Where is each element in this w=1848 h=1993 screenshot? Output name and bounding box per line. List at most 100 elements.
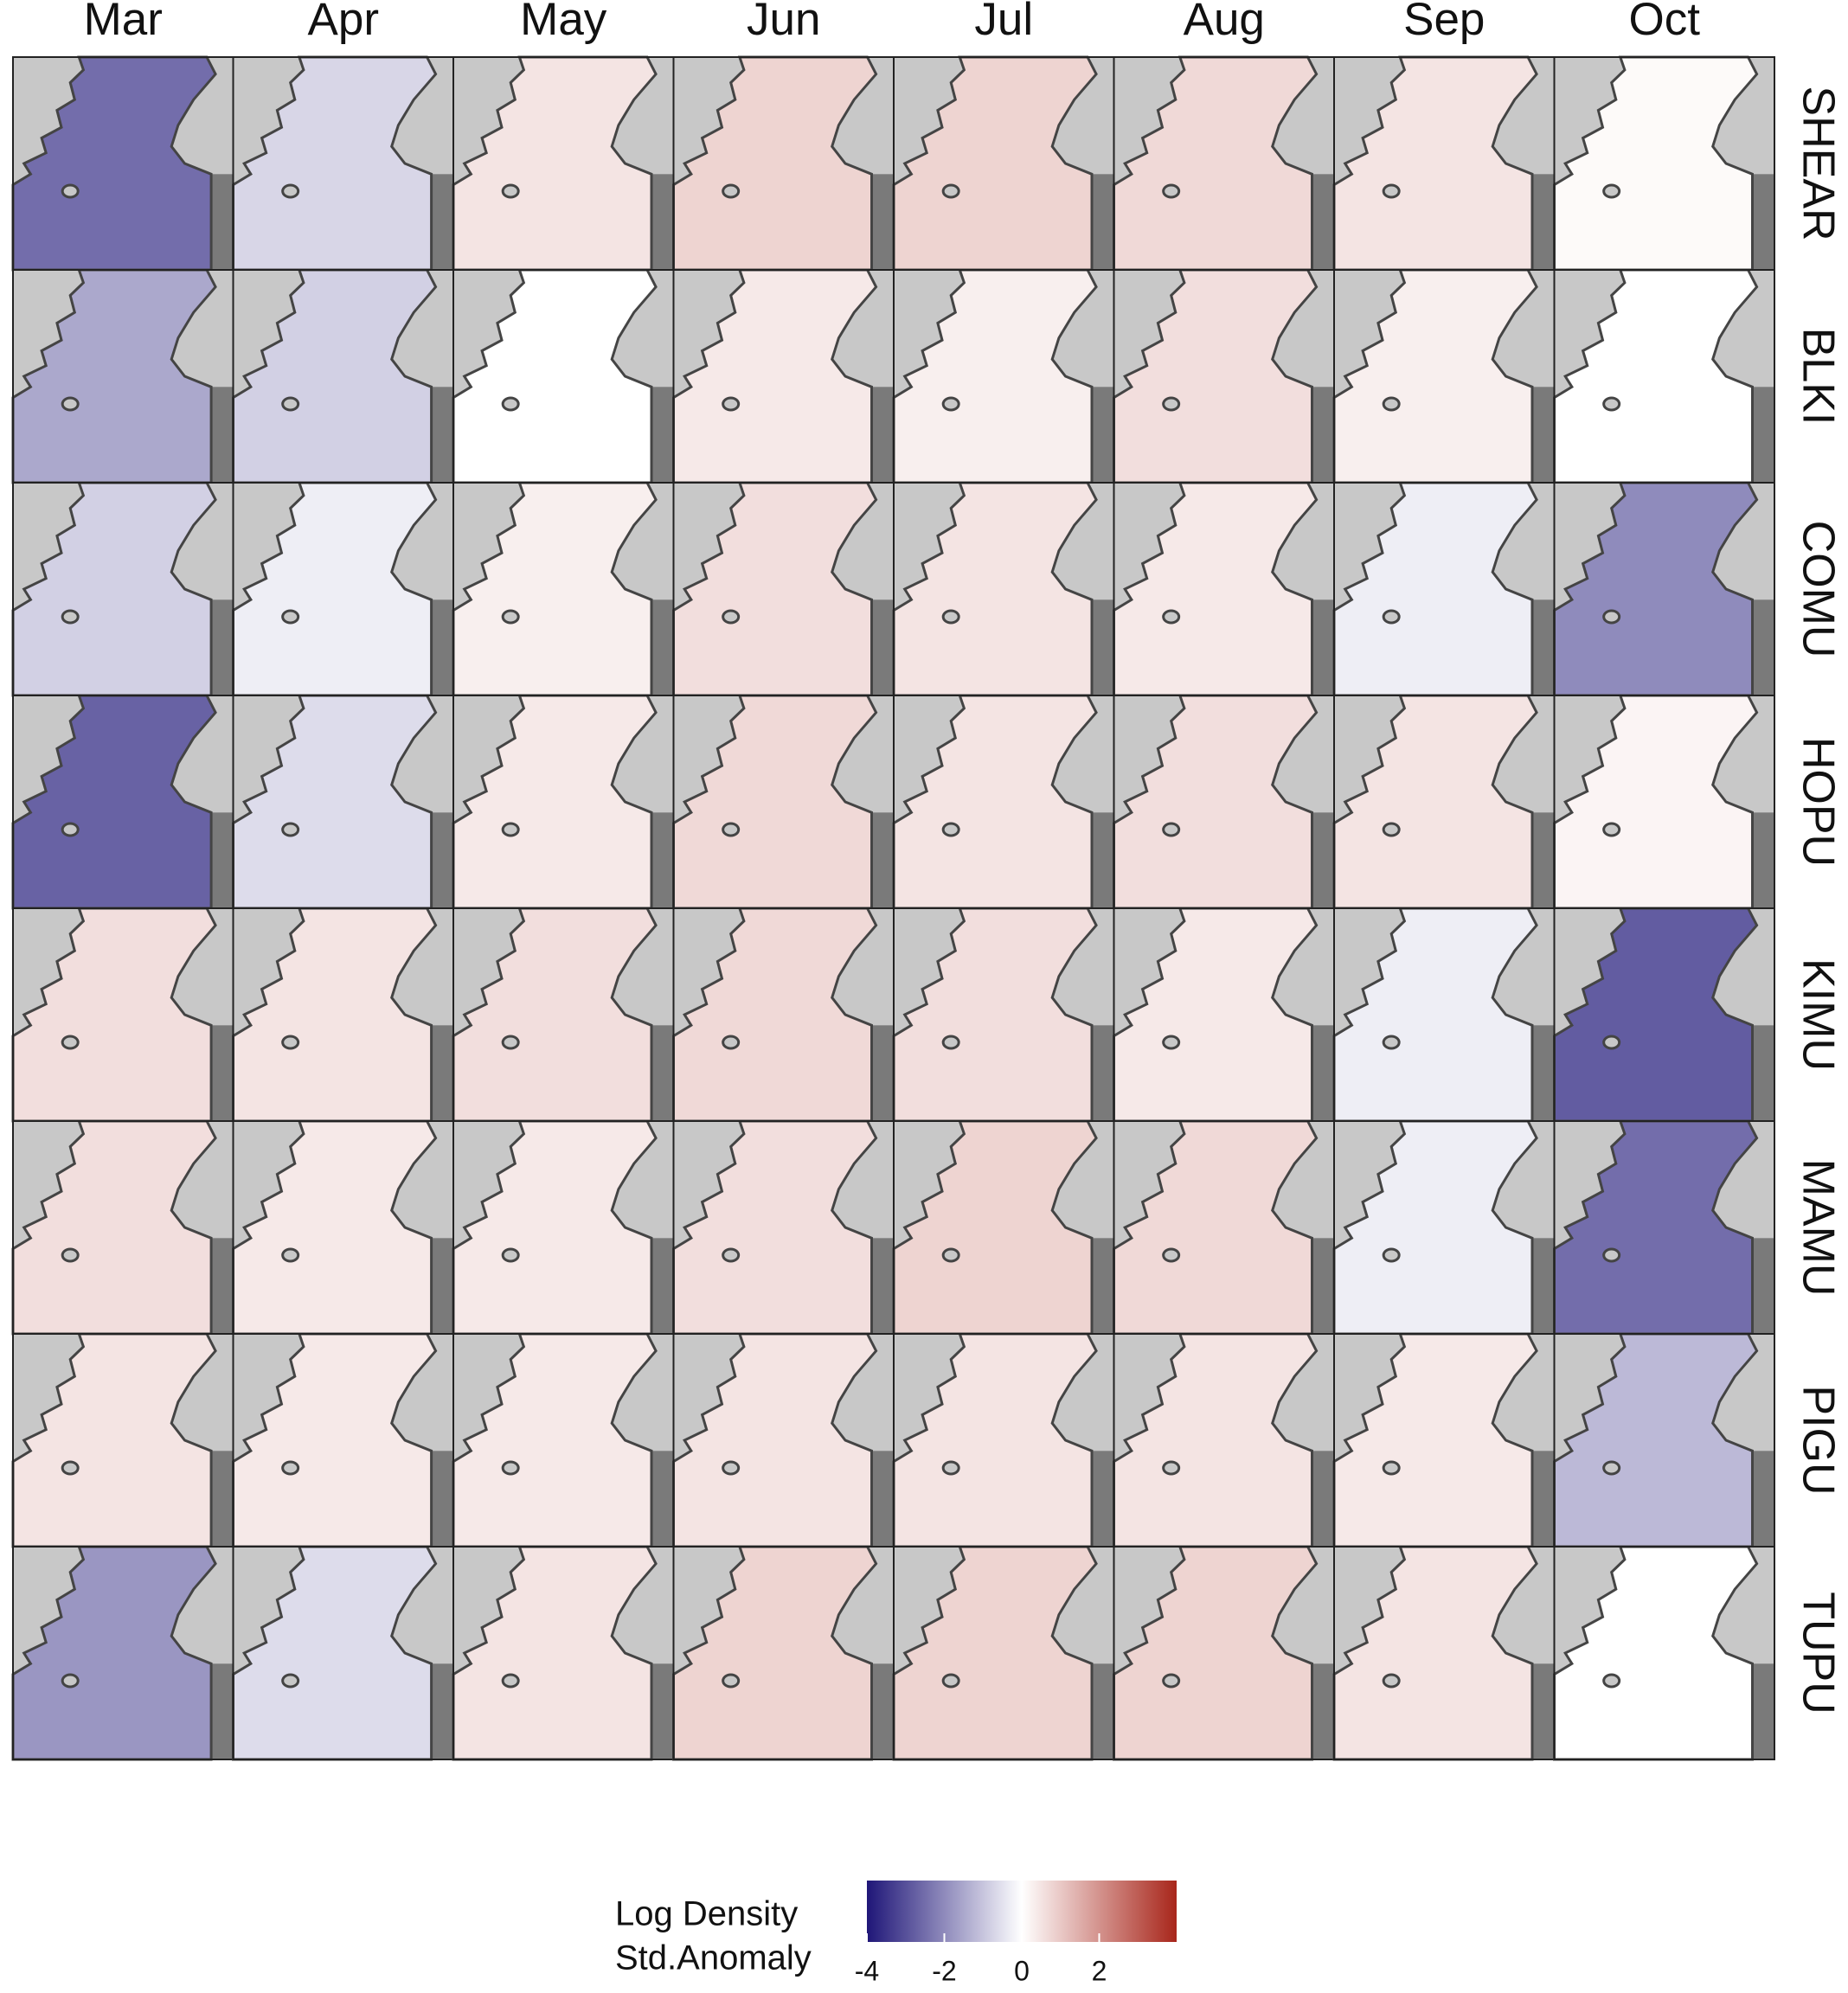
land-edge [871, 1238, 894, 1334]
island [501, 396, 520, 412]
land-edge [431, 1238, 453, 1334]
island [1602, 183, 1621, 199]
land-edge [1092, 1238, 1114, 1334]
island [61, 1247, 80, 1263]
land-edge [1092, 387, 1114, 483]
land-edge [431, 1025, 453, 1121]
land-edge [871, 1025, 894, 1121]
colorbar-tick-label: 0 [1014, 1955, 1030, 1986]
land-edge [871, 1451, 894, 1547]
island [61, 183, 80, 199]
land-edge [871, 1663, 894, 1759]
land-edge [651, 812, 674, 908]
land-edge [651, 599, 674, 695]
island [501, 1673, 520, 1689]
island [281, 822, 300, 837]
island [281, 609, 300, 625]
row-label: HOPU [1793, 737, 1843, 867]
land-edge [211, 812, 234, 908]
island [1162, 1035, 1181, 1050]
island [722, 183, 741, 199]
land-edge [1092, 1025, 1114, 1121]
island [501, 1247, 520, 1263]
island [941, 1673, 960, 1689]
legend-title: Log Density [615, 1895, 798, 1933]
island [281, 183, 300, 199]
land-edge [871, 174, 894, 270]
island [941, 183, 960, 199]
island [61, 1673, 80, 1689]
land-edge [651, 1663, 674, 1759]
land-edge [1532, 174, 1555, 270]
land-edge [431, 1451, 453, 1547]
island [1602, 1460, 1621, 1476]
island [941, 396, 960, 412]
land-edge [1532, 1663, 1555, 1759]
row-label: COMU [1793, 521, 1843, 658]
land-edge [211, 599, 234, 695]
island [61, 396, 80, 412]
island [941, 822, 960, 837]
land-edge [1752, 1451, 1774, 1547]
land-edge [871, 812, 894, 908]
island [1382, 1460, 1401, 1476]
island [281, 1673, 300, 1689]
land-edge [1752, 1663, 1774, 1759]
land-edge [871, 387, 894, 483]
land-edge [871, 599, 894, 695]
column-header: Mar [84, 0, 163, 45]
island [281, 1247, 300, 1263]
island [501, 1460, 520, 1476]
land-edge [1532, 1025, 1555, 1121]
island [722, 1460, 741, 1476]
panel-border [1553, 1546, 1775, 1760]
land-edge [1312, 1663, 1334, 1759]
column-header: Jul [974, 0, 1033, 45]
island [1382, 183, 1401, 199]
land-edge [1532, 1451, 1555, 1547]
island [1602, 822, 1621, 837]
island [941, 1035, 960, 1050]
land-edge [1752, 1025, 1774, 1121]
island [1602, 396, 1621, 412]
land-edge [1532, 1238, 1555, 1334]
island [501, 822, 520, 837]
island [1162, 822, 1181, 837]
row-label: TUPU [1793, 1592, 1843, 1714]
island [1382, 1035, 1401, 1050]
island [1382, 1247, 1401, 1263]
island [722, 396, 741, 412]
island [1602, 609, 1621, 625]
column-header: Apr [308, 0, 379, 45]
land-edge [1312, 812, 1334, 908]
island [61, 609, 80, 625]
island [1602, 1247, 1621, 1263]
land-edge [211, 1451, 234, 1547]
island [722, 1035, 741, 1050]
island [501, 609, 520, 625]
column-header: Sep [1403, 0, 1485, 45]
land-edge [211, 1025, 234, 1121]
island [722, 822, 741, 837]
land-edge [651, 174, 674, 270]
land-edge [1752, 174, 1774, 270]
colorbar-tick-label: -2 [932, 1955, 956, 1986]
land-edge [1312, 1238, 1334, 1334]
land-edge [1092, 812, 1114, 908]
land-edge [211, 1238, 234, 1334]
land-edge [431, 1663, 453, 1759]
island [1162, 609, 1181, 625]
row-label: PIGU [1793, 1385, 1843, 1495]
land-edge [431, 174, 453, 270]
island [281, 1035, 300, 1050]
legend-title: Std.Anomaly [615, 1939, 812, 1977]
island [1602, 1035, 1621, 1050]
land-edge [1092, 174, 1114, 270]
island [1382, 822, 1401, 837]
land-edge [1312, 1025, 1334, 1121]
island [941, 1460, 960, 1476]
land-edge [1752, 812, 1774, 908]
land-edge [1312, 1451, 1334, 1547]
island [1162, 396, 1181, 412]
